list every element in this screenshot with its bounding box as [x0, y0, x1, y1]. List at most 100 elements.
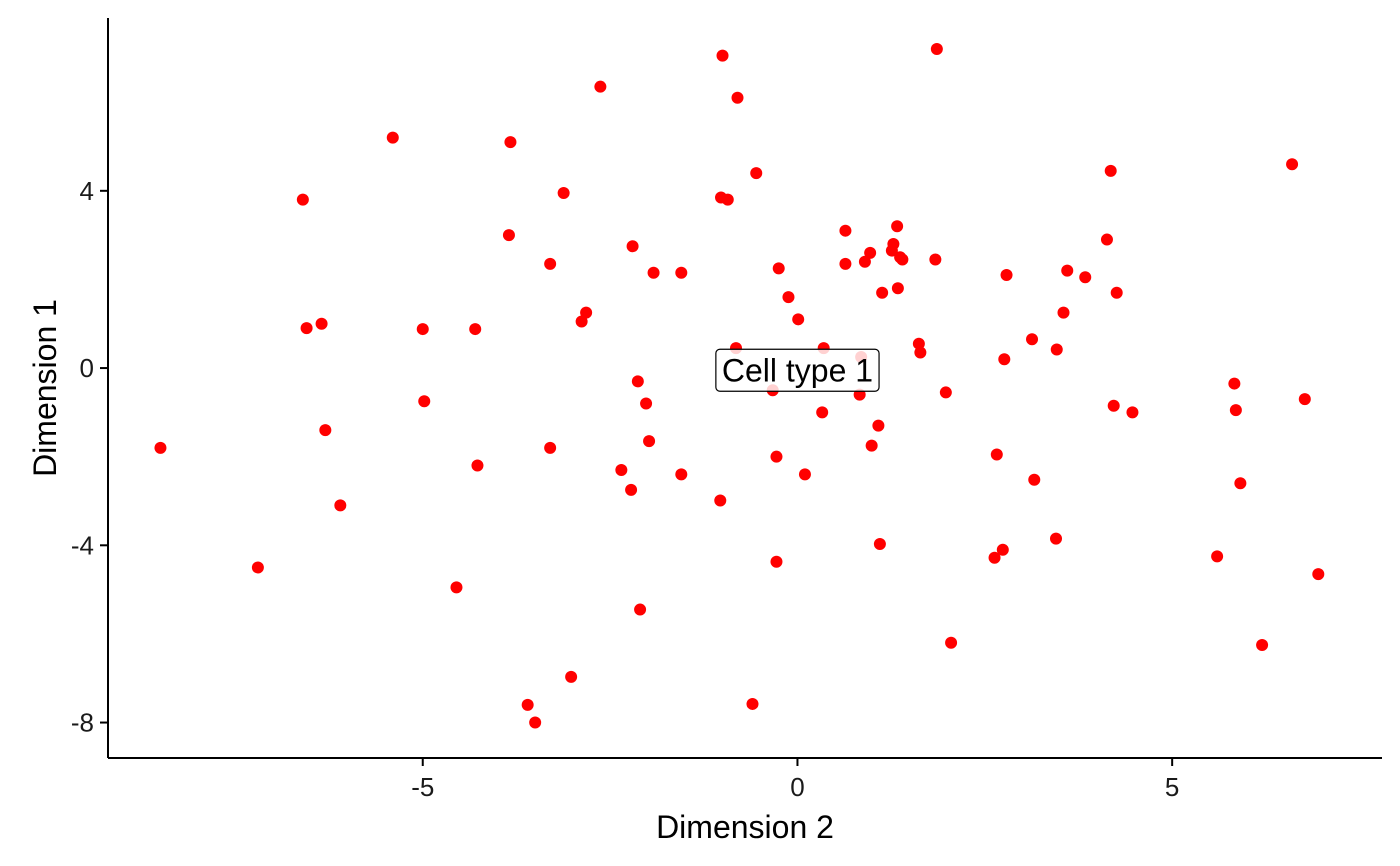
data-point [714, 494, 727, 507]
data-point [945, 636, 958, 649]
data-point [315, 317, 328, 330]
data-point [792, 313, 805, 326]
data-point [887, 237, 900, 250]
data-point [502, 229, 515, 242]
data-point [896, 253, 909, 266]
data-point [1028, 473, 1041, 486]
data-point [750, 167, 763, 180]
data-point [1057, 306, 1070, 319]
data-point [1110, 286, 1123, 299]
data-point [631, 375, 644, 388]
annotation-label: Cell type 1 [722, 352, 873, 388]
data-point [939, 386, 952, 399]
data-point [912, 337, 925, 350]
data-point [529, 716, 542, 729]
data-point [418, 395, 431, 408]
data-point [839, 224, 852, 237]
x-axis-ticks: -5 0 5 [411, 758, 1179, 802]
annotation-box [715, 348, 880, 392]
data-point [1211, 550, 1224, 563]
data-point [865, 439, 878, 452]
data-point [1229, 404, 1242, 417]
data-point [873, 537, 886, 550]
data-point [988, 551, 1001, 564]
y-tick-label: 4 [80, 176, 94, 206]
data-point [1286, 158, 1299, 171]
data-point [1256, 639, 1269, 652]
data-point [580, 306, 593, 319]
data-point [1100, 233, 1113, 246]
data-point [1234, 477, 1247, 490]
data-point [996, 543, 1009, 556]
data-point [990, 448, 1003, 461]
data-point [858, 255, 871, 268]
data-point [640, 397, 653, 410]
data-point [647, 266, 660, 279]
data-point [770, 555, 783, 568]
y-tick-label: -8 [71, 708, 94, 738]
y-axis-ticks: -8 -4 0 4 [71, 176, 108, 738]
data-point [1050, 343, 1063, 356]
y-axis-title: Dimension 1 [27, 299, 63, 477]
data-point [998, 353, 1011, 366]
data-point [251, 561, 264, 574]
data-point [154, 441, 167, 454]
data-point [626, 240, 639, 253]
data-point [557, 187, 570, 200]
data-point [1026, 333, 1039, 346]
x-tick-label: 5 [1165, 772, 1179, 802]
data-point [544, 257, 557, 270]
data-point [1061, 264, 1074, 277]
data-point [1126, 406, 1139, 419]
data-point [1298, 393, 1311, 406]
x-tick-label: 0 [790, 772, 804, 802]
data-point [471, 459, 484, 472]
data-point [1050, 532, 1063, 545]
data-point [675, 468, 688, 481]
data-point [675, 266, 688, 279]
data-point [334, 499, 347, 512]
data-point [643, 435, 656, 448]
data-point [625, 483, 638, 496]
data-point [296, 193, 309, 206]
data-point [615, 463, 628, 476]
data-point [872, 419, 885, 432]
data-point [450, 581, 463, 594]
data-point [1312, 568, 1325, 581]
data-point [1000, 269, 1013, 282]
x-axis-title: Dimension 2 [656, 809, 834, 845]
x-tick-label: -5 [411, 772, 434, 802]
annotation: Cell type 1 [715, 348, 880, 392]
data-point [891, 220, 904, 233]
data-point [594, 80, 607, 93]
data-point [300, 322, 313, 335]
data-point [1228, 377, 1241, 390]
data-point [782, 291, 795, 304]
data-point [914, 346, 927, 359]
data-point [504, 136, 517, 149]
data-point [930, 43, 943, 56]
data-point [891, 282, 904, 295]
data-point [521, 698, 534, 711]
data-point [839, 257, 852, 270]
data-point [469, 323, 482, 336]
data-point [544, 441, 557, 454]
data-point [1104, 164, 1117, 177]
data-point [1107, 399, 1120, 412]
y-tick-label: -4 [71, 530, 94, 560]
data-point [816, 406, 829, 419]
data-point [864, 246, 877, 259]
data-point [565, 670, 578, 683]
data-point [319, 424, 332, 437]
data-point [772, 262, 785, 275]
data-point [876, 286, 889, 299]
data-point [721, 193, 734, 206]
data-point [929, 253, 942, 266]
data-point [575, 315, 588, 328]
data-point [731, 91, 744, 104]
data-point [716, 49, 729, 62]
data-point [416, 323, 429, 336]
data-points [154, 43, 1325, 729]
data-point [634, 603, 647, 616]
